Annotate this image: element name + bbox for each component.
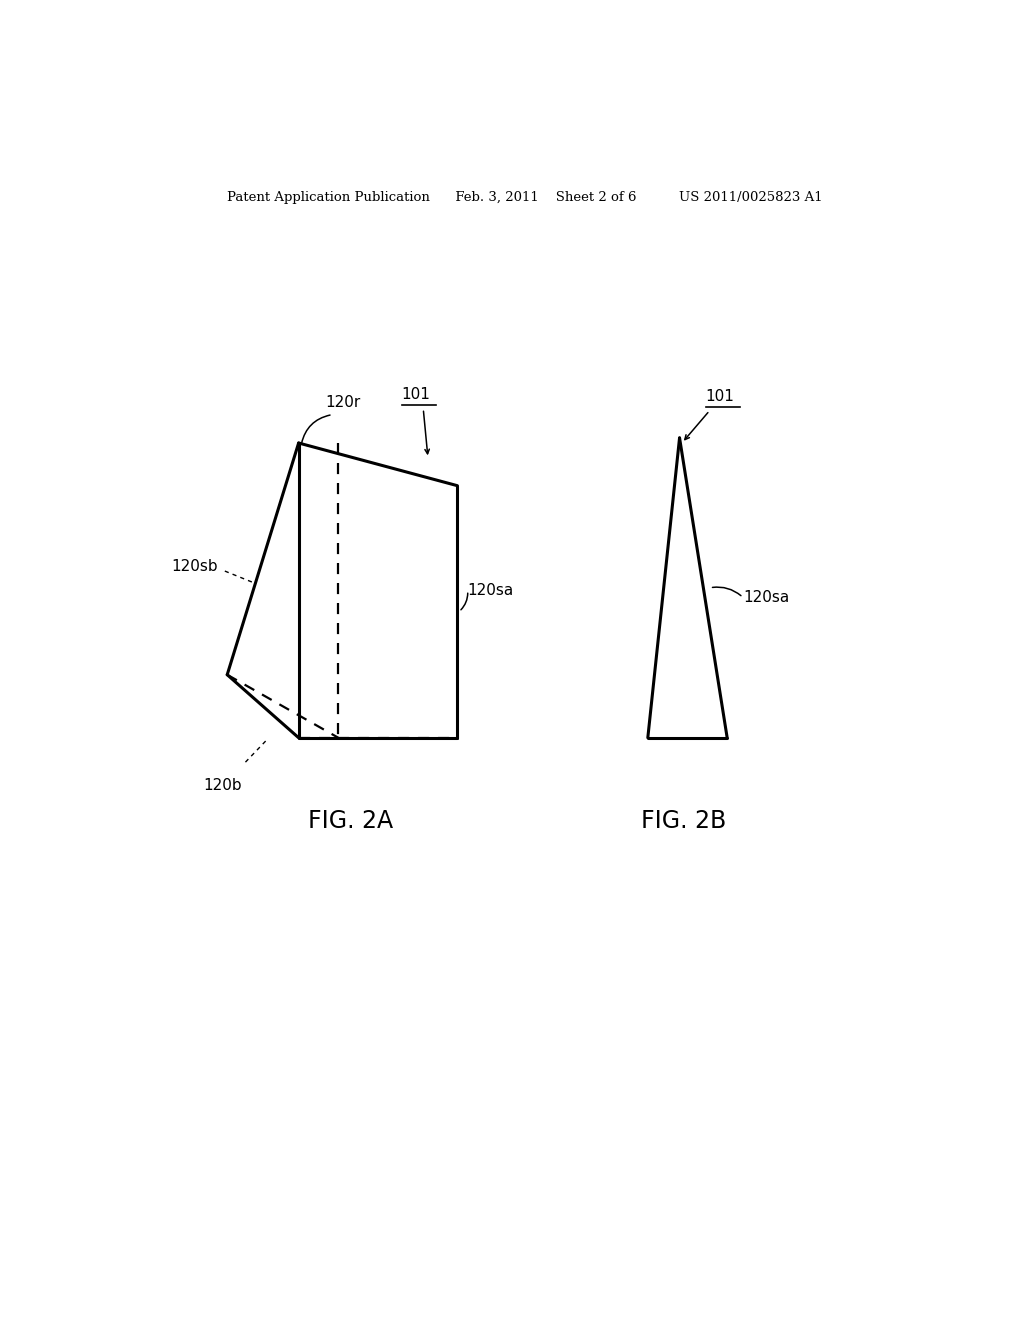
Text: 120b: 120b xyxy=(204,779,242,793)
Text: FIG. 2B: FIG. 2B xyxy=(641,809,726,833)
Text: 120sa: 120sa xyxy=(468,583,514,598)
Text: 120sa: 120sa xyxy=(743,590,790,605)
Text: 120r: 120r xyxy=(325,396,360,411)
Text: 101: 101 xyxy=(401,387,431,403)
Text: 120sb: 120sb xyxy=(172,560,218,574)
Text: Patent Application Publication      Feb. 3, 2011    Sheet 2 of 6          US 201: Patent Application Publication Feb. 3, 2… xyxy=(227,190,822,203)
Text: FIG. 2A: FIG. 2A xyxy=(307,809,393,833)
Text: 101: 101 xyxy=(706,389,734,404)
